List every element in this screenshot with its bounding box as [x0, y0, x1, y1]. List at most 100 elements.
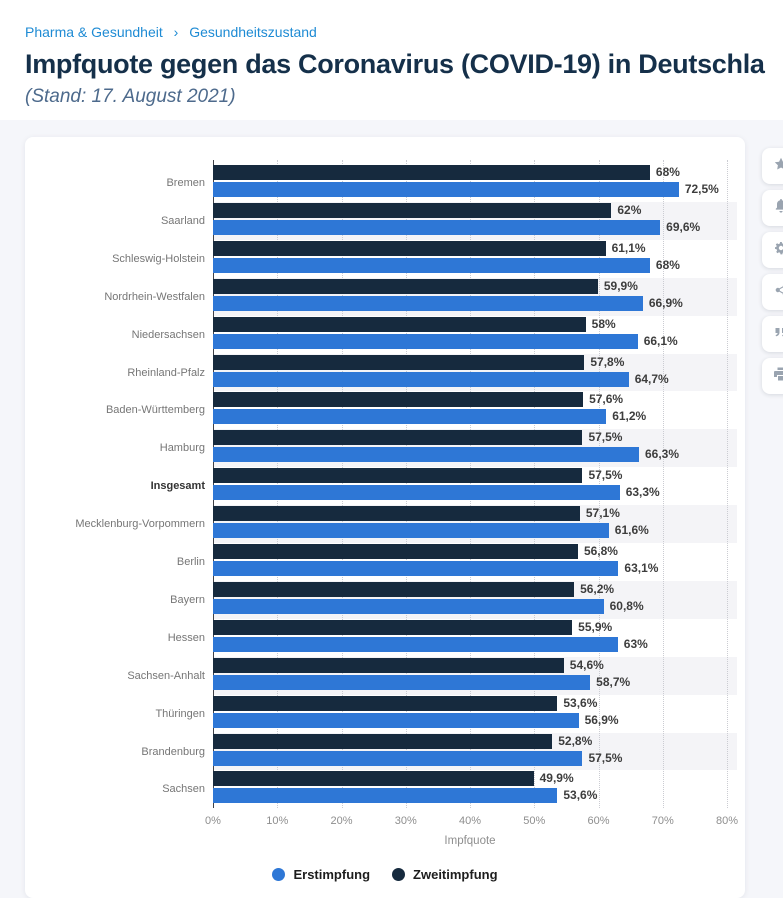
bar-zweitimpfung[interactable]	[213, 506, 580, 522]
bar-zweitimpfung[interactable]	[213, 392, 584, 408]
value-label: 63%	[623, 636, 648, 651]
category-label: Niedersachsen	[131, 328, 205, 341]
favorite-button[interactable]	[762, 148, 783, 184]
bar-zweitimpfung[interactable]	[213, 771, 534, 787]
value-label: 56,8%	[583, 544, 618, 558]
bar-erstimpfung[interactable]	[213, 371, 629, 387]
value-label: 61,6%	[614, 523, 649, 538]
content-background: 0% 10% 20% 30% 40% 50% 60% 70% 80% Impfquote Breme…	[0, 120, 783, 898]
value-label: 56,2%	[580, 581, 615, 596]
category-label: Brandenburg	[141, 745, 205, 758]
value-label: 55,9%	[578, 619, 613, 634]
x-tick-label: 50%	[523, 815, 546, 828]
alert-button[interactable]	[762, 190, 783, 226]
bar-zweitimpfung[interactable]	[213, 278, 598, 294]
breadcrumb-link-pharma-gesundheit[interactable]: Pharma & Gesundheit	[25, 24, 163, 40]
bar-zweitimpfung[interactable]	[213, 544, 578, 559]
bar-zweitimpfung[interactable]	[213, 240, 606, 256]
bar-erstimpfung[interactable]	[213, 561, 619, 576]
value-label: 53,6%	[563, 788, 598, 803]
y-axis-line	[213, 160, 214, 809]
gridline	[405, 160, 407, 809]
quote-icon	[774, 325, 783, 344]
share-icon	[774, 283, 783, 302]
value-label: 57,1%	[585, 506, 620, 521]
bar-zweitimpfung[interactable]	[213, 468, 583, 484]
gridline	[341, 160, 343, 809]
bar-erstimpfung[interactable]	[213, 674, 591, 690]
value-label: 64,7%	[634, 371, 669, 386]
category-label: Rheinland-Pfalz	[127, 366, 205, 379]
legend-item-erstimpfung[interactable]: Erstimpfung	[272, 867, 370, 882]
settings-button[interactable]	[762, 232, 783, 268]
plot-area: 0% 10% 20% 30% 40% 50% 60% 70% 80% Impfquote Breme…	[25, 137, 745, 898]
bar-erstimpfung[interactable]	[213, 788, 558, 804]
value-label: 61,1%	[611, 240, 646, 255]
bar-zweitimpfung[interactable]	[213, 202, 612, 218]
category-label: Sachsen	[162, 783, 205, 796]
value-label: 58%	[591, 316, 616, 331]
category-label: Saarland	[160, 214, 205, 227]
category-label: Mecklenburg-Vorpommern	[75, 518, 205, 531]
bar-erstimpfung[interactable]	[213, 712, 579, 728]
star-icon	[774, 157, 783, 176]
cite-button[interactable]	[762, 316, 783, 352]
bar-zweitimpfung[interactable]	[213, 657, 564, 673]
value-label: 72,5%	[684, 182, 719, 196]
category-label: Thüringen	[155, 707, 205, 720]
value-label: 53,6%	[563, 695, 598, 710]
value-label: 66,1%	[643, 333, 678, 348]
bar-zweitimpfung[interactable]	[213, 619, 573, 635]
value-label: 60,8%	[609, 598, 644, 613]
bar-erstimpfung[interactable]	[213, 750, 583, 766]
value-label: 57,5%	[588, 468, 623, 483]
legend-label-erstimpfung: Erstimpfung	[293, 867, 371, 882]
x-axis-title: Impfquote	[444, 835, 496, 848]
bar-erstimpfung[interactable]	[213, 485, 620, 501]
print-button[interactable]	[762, 358, 783, 394]
breadcrumb-link-gesundheitszustand[interactable]: Gesundheitszustand	[189, 24, 317, 40]
gridline	[727, 160, 728, 809]
x-tick-label: 20%	[330, 815, 353, 828]
category-label: Bremen	[166, 177, 205, 189]
bar-zweitimpfung[interactable]	[213, 581, 575, 597]
breadcrumb: Pharma & Gesundheit › Gesundheitszustand	[25, 24, 783, 40]
bar-erstimpfung[interactable]	[213, 636, 618, 652]
value-label: 66,9%	[648, 295, 683, 310]
share-button[interactable]	[762, 274, 783, 310]
legend-item-zweitimpfung[interactable]: Zweitimpfung	[392, 867, 498, 882]
bar-erstimpfung[interactable]	[213, 333, 638, 349]
value-label: 57,5%	[588, 750, 623, 765]
bar-zweitimpfung[interactable]	[213, 165, 650, 180]
gridline	[470, 160, 471, 809]
chart-legend: Erstimpfung Zweitimpfung	[25, 867, 745, 882]
category-label: Hamburg	[159, 442, 205, 455]
category-label: Hessen	[167, 631, 205, 644]
bar-erstimpfung[interactable]	[213, 409, 607, 425]
bar-zweitimpfung[interactable]	[213, 354, 585, 370]
value-label: 62%	[617, 202, 642, 217]
bar-zweitimpfung[interactable]	[213, 695, 558, 711]
x-tick-label: 30%	[394, 815, 417, 828]
zweitimpfung-dot-icon	[392, 868, 406, 881]
value-label: 58,7%	[596, 674, 631, 689]
category-label: Bayern	[170, 593, 205, 606]
bar-erstimpfung[interactable]	[213, 598, 604, 614]
bar-erstimpfung[interactable]	[213, 182, 679, 197]
value-label: 54,6%	[569, 657, 604, 672]
bar-erstimpfung[interactable]	[213, 219, 661, 235]
bar-zweitimpfung[interactable]	[213, 733, 553, 749]
bar-erstimpfung[interactable]	[213, 295, 643, 311]
value-label: 61,2%	[612, 409, 647, 424]
category-label: Schleswig-Holstein	[112, 252, 205, 265]
x-tick-label: 10%	[266, 815, 289, 828]
bar-erstimpfung[interactable]	[213, 523, 609, 539]
bar-erstimpfung[interactable]	[213, 447, 639, 463]
bar-zweitimpfung[interactable]	[213, 316, 586, 332]
gridline	[598, 160, 600, 809]
x-tick-label: 0%	[205, 815, 221, 828]
gear-icon	[774, 241, 783, 260]
bar-zweitimpfung[interactable]	[213, 430, 583, 446]
value-label: 56,9%	[584, 712, 619, 727]
bar-erstimpfung[interactable]	[213, 257, 650, 273]
